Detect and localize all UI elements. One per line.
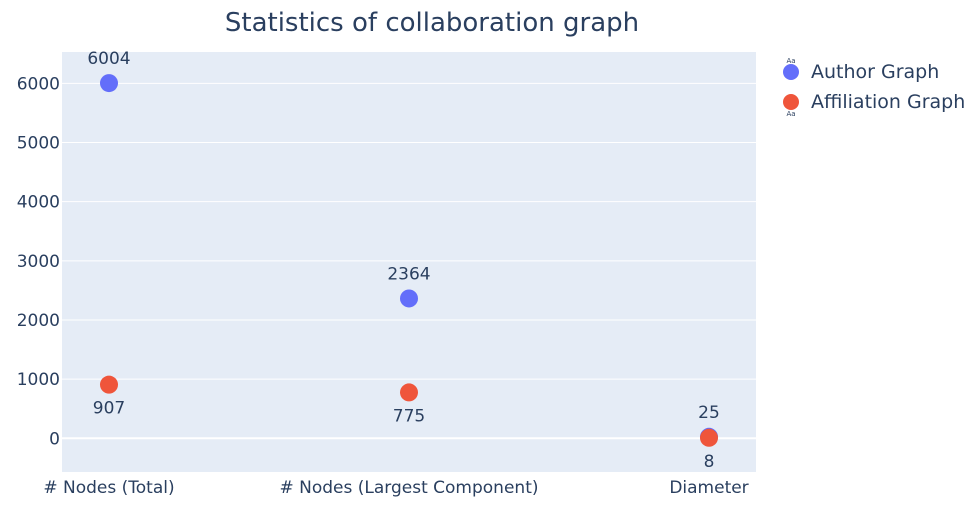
y-tick-label: 6000 (17, 74, 60, 94)
legend-marker (783, 64, 799, 80)
data-point[interactable] (700, 428, 718, 447)
chart-title: Statistics of collaboration graph (225, 8, 639, 38)
y-tick-label: 4000 (17, 193, 60, 213)
data-point[interactable] (100, 74, 118, 93)
legend-label: Author Graph (811, 61, 939, 83)
data-label: 775 (393, 406, 425, 426)
legend[interactable]: Aa Author Graph Aa Affiliation Graph (783, 57, 965, 118)
y-tick-label: 2000 (17, 311, 60, 331)
data-markers (100, 74, 718, 447)
y-tick-label: 1000 (17, 370, 60, 390)
data-label: 2364 (387, 264, 430, 284)
data-label: 907 (93, 399, 125, 419)
y-axis-ticks: 0 1000 2000 3000 4000 5000 6000 (17, 74, 60, 449)
data-label: 25 (698, 403, 720, 423)
gridlines (62, 82, 756, 440)
legend-item[interactable]: Aa Affiliation Graph (783, 91, 965, 118)
data-label: 6004 (87, 49, 130, 69)
data-labels: 6004 2364 25 907 775 8 (87, 49, 719, 472)
y-tick-label: 0 (49, 429, 60, 449)
legend-marker-text: Aa (786, 57, 795, 65)
x-tick-label: Diameter (669, 478, 748, 498)
plot-area (62, 52, 756, 472)
y-tick-label: 5000 (17, 134, 60, 154)
legend-marker-text: Aa (786, 110, 795, 118)
x-tick-label: # Nodes (Total) (43, 478, 174, 498)
data-point[interactable] (400, 289, 418, 308)
legend-item[interactable]: Aa Author Graph (783, 57, 939, 83)
data-point[interactable] (400, 383, 418, 402)
data-point[interactable] (100, 375, 118, 394)
x-axis-ticks: # Nodes (Total) # Nodes (Largest Componen… (43, 478, 748, 498)
y-tick-label: 3000 (17, 252, 60, 272)
data-label: 8 (704, 452, 715, 472)
x-tick-label: # Nodes (Largest Component) (280, 478, 539, 498)
legend-label: Affiliation Graph (811, 91, 965, 113)
legend-marker (783, 94, 799, 110)
